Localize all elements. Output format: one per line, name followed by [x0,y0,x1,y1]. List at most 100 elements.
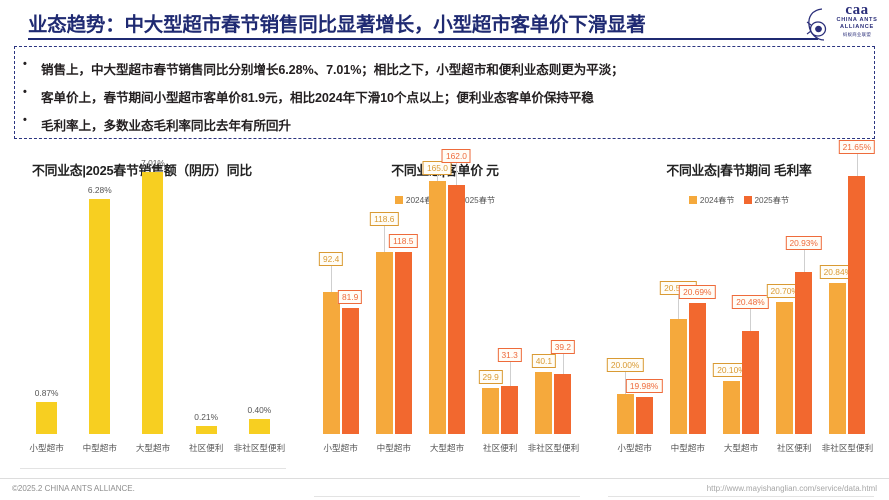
legend-label: 2025春节 [460,196,496,205]
x-tick-label: 大型超市 [723,443,759,453]
bar-2025[interactable]: 6.28% [88,185,112,434]
bar-value-label: 7.01% [141,158,165,169]
chart-3-legend: 2024春节 2025春节 [594,194,884,206]
bar-group: 20.00% 19.98% [606,212,663,434]
bar-group: 92.4 81.9 [318,212,363,434]
bar-group: 40.1 39.2 [531,212,575,434]
legend-label: 2025春节 [754,196,790,205]
bar-value-label: 165.0 [422,160,452,175]
bar-2025[interactable]: 0.21% [194,412,218,434]
x-tick-label: 小型超市 [617,443,652,453]
legend-item[interactable]: 2024春节 [688,194,735,206]
chart-1-plot: 0.87% 6.28% 7.01% 0.21% 0.40% [6,158,296,469]
bar-group: 0.87% [35,184,58,434]
chart-panel-gross-margin: 不同业态|春节期间 毛利率 2024春节 2025春节 20.00% 19.98% 2… [594,140,884,497]
bar-value-label: 40.1 [531,354,556,369]
x-tick-label: 大型超市 [429,443,465,453]
bar-value-label: 81.9 [337,290,363,305]
bar-2024[interactable]: 92.4 [318,252,344,434]
label-leader-line [803,249,805,272]
chart-panel-sales-yoy: 不同业态|2025春节销售额（阴历）同比 0.87% 6.28% 7.01% 0.21… [6,150,296,480]
bar-value-label: 21.65% [838,140,876,155]
bar-group: 7.01% [141,158,165,434]
x-tick-label: 小型超市 [323,443,358,453]
x-tick-label: 非社区型便利 [233,443,286,453]
bar-2025[interactable]: 31.3 [497,347,522,434]
x-tick-label: 中型超市 [82,443,117,453]
legend-swatch-icon [688,196,697,204]
bar-2024[interactable]: 165.0 [422,160,452,434]
copyright: ©2025.2 CHINA ANTS ALLIANCE. [12,484,135,493]
x-tick-label: 中型超市 [376,443,411,453]
summary-bullet-3: 毛利率上，多数业态毛利率同比去年有所回升 [23,114,291,134]
bar-2025[interactable]: 81.9 [337,290,363,434]
bar-value-label: 20.93% [785,235,822,250]
bar-2025[interactable]: 20.69% [679,285,716,434]
bar-value-label: 0.21% [194,412,219,423]
bar-2024[interactable]: 20.10% [713,363,750,434]
summary-bullet-2: 客单价上，春节期间小型超市客单价81.9元，相比2024年下滑10个点以上；便利… [23,86,594,106]
bar-value-label: 31.3 [497,347,522,362]
summary-bullet-1: 销售上，中大型超市春节销售同比分别增长6.28%、7.01%；相比之下，小型超市… [23,58,624,78]
bar-2025[interactable]: 7.01% [141,158,165,434]
label-leader-line [625,372,627,395]
bar-value-label: 39.2 [550,339,575,354]
bar-2024[interactable]: 118.6 [370,211,399,434]
label-leader-line [856,154,858,177]
legend-swatch-icon [743,196,752,204]
bar-value-label: 118.6 [370,211,399,226]
chart-3-title: 不同业态|春节期间 毛利率 [666,163,812,178]
x-tick-label: 非社区型便利 [821,443,874,453]
source-url[interactable]: http://www.mayishanglian.com/service/dat… [706,484,877,493]
bar-2025[interactable]: 118.5 [389,234,418,434]
bar-2024[interactable]: 20.00% [606,358,644,434]
ant-logo-icon [806,8,827,41]
bar-2025[interactable]: 0.40% [247,405,271,434]
label-leader-line [509,361,511,386]
x-tick-label: 社区便利 [189,443,224,453]
bar-2025[interactable]: 162.0 [441,149,471,434]
chart-3-x-labels: 小型超市 中型超市 大型超市 社区便利 非社区型便利 [608,442,874,454]
bar-2025[interactable]: 39.2 [550,339,575,434]
summary-box: 销售上，中大型超市春节销售同比分别增长6.28%、7.01%；相比之下，小型超市… [14,46,875,139]
legend-swatch-icon [394,196,403,204]
bar-2025[interactable]: 19.98% [625,379,663,434]
legend-item[interactable]: 2025春节 [743,194,790,206]
bar-2025[interactable]: 21.65% [838,140,876,434]
chart-1-x-labels: 小型超市 中型超市 大型超市 社区便利 非社区型便利 [20,442,286,454]
logo-line-2: ALLIANCE [840,24,874,30]
bar-value-label: 0.40% [247,405,272,416]
label-leader-line [562,353,564,374]
bar-group: 118.6 118.5 [370,211,418,434]
bar-2024[interactable]: 29.9 [478,370,503,434]
bar-2024[interactable]: 20.57% [660,281,697,434]
bar-value-label: 92.4 [318,252,344,267]
logo-line-1: CHINA ANTS [836,17,878,23]
chart-2-bars: 92.4 81.9 118.6 118.5 165.0 162.0 29.9 31.3 40.1… [314,149,580,434]
bar-group: 20.70% 20.93% [766,212,822,434]
bar-value-label: 19.98% [625,379,663,394]
bar-group: 0.40% [247,184,271,434]
bar-2024[interactable]: 40.1 [531,354,556,434]
bar-2025[interactable]: 20.48% [732,294,769,434]
bar-value-label: 20.10% [713,363,750,378]
bar-2024[interactable]: 20.84% [819,265,857,434]
chart-3-plot: 20.00% 19.98%20.57%20.69%20.10% 20.48%20.7… [594,140,884,497]
x-tick-label: 社区便利 [777,443,812,453]
bar-group: 165.0 162.0 [422,149,471,434]
bar-2025[interactable]: 20.93% [785,235,822,434]
bar-group: 6.28% [88,184,112,434]
legend-label: 2024春节 [699,196,735,205]
bar-value-label: 20.00% [606,358,644,373]
bar-value-label: 20.48% [732,294,769,309]
chart-2-x-labels: 小型超市 中型超市 大型超市 社区便利 非社区型便利 [314,442,580,454]
bar-2025[interactable]: 0.87% [35,388,58,434]
bar-2024[interactable]: 20.70% [766,283,803,434]
label-leader-line [437,174,439,181]
x-tick-label: 非社区型便利 [527,443,580,453]
chart-1-axis [20,468,286,469]
legend-item[interactable]: 2024春节 [394,194,441,206]
bar-value-label: 6.28% [87,185,112,196]
